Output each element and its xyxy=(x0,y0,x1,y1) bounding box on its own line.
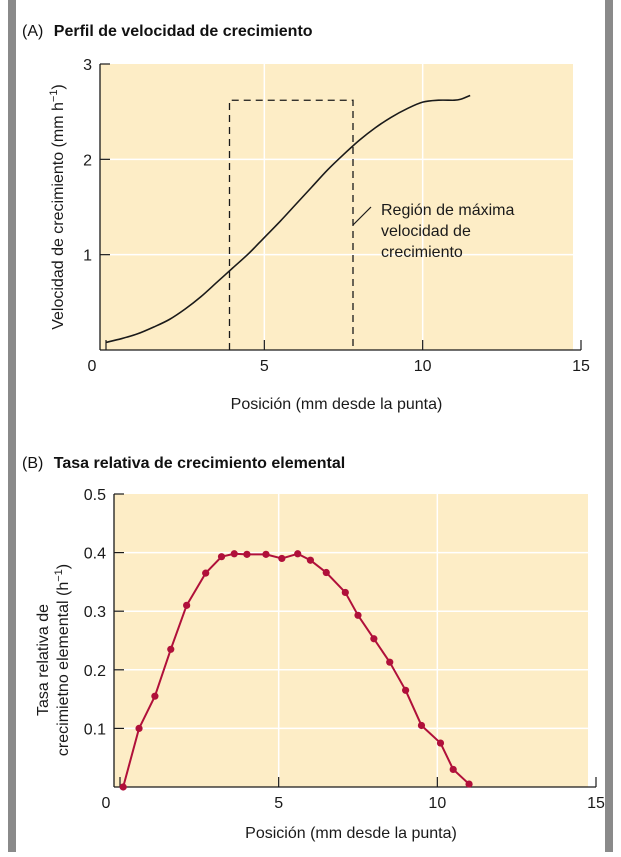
chart-canvas: (A) Perfil de velocidad de crecimiento 0… xyxy=(22,23,605,842)
panel-b-y-axis-label-close: ) xyxy=(55,564,72,569)
relative-growth-point-11 xyxy=(278,554,286,563)
relative-growth-point-5 xyxy=(183,601,191,609)
b-y-tick-label-0.1: 0.1 xyxy=(84,721,106,738)
panel-a-tick-labels: 0 5 10 15 1 2 3 xyxy=(83,57,590,375)
a-y-tick-label-3: 3 xyxy=(83,57,92,74)
max-growth-region-box xyxy=(228,99,354,350)
relative-growth-point-22 xyxy=(449,765,457,774)
panel-b-grid xyxy=(114,494,588,787)
relative-growth-point-17 xyxy=(370,635,378,643)
relative-growth-point-4 xyxy=(167,645,175,653)
relative-growth-point-15 xyxy=(341,588,349,597)
relative-growth-point-2 xyxy=(135,724,143,733)
relative-growth-point-9 xyxy=(243,550,251,558)
panel-a-y-axis-label: Velocidad de crecimiento (mm h−1) xyxy=(48,84,67,330)
relative-growth-point-14 xyxy=(322,568,330,577)
growth-velocity-line xyxy=(105,94,471,344)
annotation-line-1: Región de máxima xyxy=(381,202,515,219)
b-y-tick-label-0.4: 0.4 xyxy=(84,546,106,563)
panel-b-y-axis-label-line2-main: crecimietno elemental (h xyxy=(55,582,72,756)
panel-a-y-axis-label-main: Velocidad de crecimiento (mm h xyxy=(50,102,67,330)
b-y-tick-label-0.2: 0.2 xyxy=(84,663,106,680)
a-x-tick-label-15: 15 xyxy=(572,358,590,375)
panel-b-plot-area xyxy=(114,494,588,787)
relative-growth-point-19 xyxy=(402,686,410,694)
panel-a-y-axis-label-close: ) xyxy=(50,84,67,89)
relative-growth-point-7 xyxy=(217,553,226,561)
relative-growth-point-21 xyxy=(436,739,445,747)
relative-growth-point-18 xyxy=(386,658,394,666)
annotation-line-2: velocidad de xyxy=(381,223,471,240)
panel-a-title-text: Perfil de velocidad de crecimiento xyxy=(54,23,313,40)
panel-b-y-axis-label-sup: −1 xyxy=(53,569,65,582)
annotation-leader-line xyxy=(352,206,372,226)
b-x-tick-label-0: 0 xyxy=(102,795,111,812)
a-x-tick-label-10: 10 xyxy=(414,358,432,375)
b-x-tick-label-10: 10 xyxy=(428,795,446,812)
relative-growth-point-3 xyxy=(151,692,159,700)
relative-growth-point-10 xyxy=(262,550,270,558)
panel-b-y-axis-label-line2: crecimietno elemental (h−1) xyxy=(53,564,72,756)
b-x-tick-label-15: 15 xyxy=(587,795,605,812)
panel-a-letter: (A) xyxy=(22,23,43,40)
annotation-line-3: crecimiento xyxy=(381,244,463,261)
panel-a-title: (A) Perfil de velocidad de crecimiento xyxy=(22,23,313,40)
panel-b-title: (B) Tasa relativa de crecimiento element… xyxy=(22,455,345,472)
relative-growth-point-1 xyxy=(119,783,127,791)
panel-a-plot-area xyxy=(100,64,573,350)
panel-a-annotation: Región de máxima velocidad de crecimiento xyxy=(228,99,515,350)
b-y-tick-label-0.3: 0.3 xyxy=(84,604,106,621)
panel-a: (A) Perfil de velocidad de crecimiento 0… xyxy=(22,23,590,413)
panel-b-y-axis-label-line1: Tasa relativa de xyxy=(35,604,52,716)
panel-b-x-axis-label: Posición (mm desde la punta) xyxy=(245,825,457,842)
panel-b-axes xyxy=(113,493,597,788)
a-x-tick-label-0: 0 xyxy=(88,358,97,375)
b-y-tick-label-0.5: 0.5 xyxy=(84,487,106,504)
relative-growth-point-23 xyxy=(465,780,473,788)
relative-growth-point-16 xyxy=(354,611,362,619)
relative-growth-point-8 xyxy=(230,550,238,558)
panel-b-tick-labels: 0 5 10 15 0.1 0.2 0.3 0.4 0.5 xyxy=(84,487,605,812)
a-x-tick-label-5: 5 xyxy=(260,358,269,375)
panel-b: (B) Tasa relativa de crecimiento element… xyxy=(22,455,605,842)
panel-a-axes xyxy=(99,63,582,351)
panel-b-series xyxy=(119,550,473,791)
a-y-tick-label-1: 1 xyxy=(83,248,92,265)
panel-a-grid xyxy=(100,64,573,350)
panel-b-title-text: Tasa relativa de crecimiento elemental xyxy=(54,455,345,472)
panel-a-x-axis-label: Posición (mm desde la punta) xyxy=(231,396,443,413)
panel-a-series xyxy=(105,94,471,344)
relative-growth-point-20 xyxy=(417,721,426,730)
b-x-tick-label-5: 5 xyxy=(274,795,283,812)
right-frame-border xyxy=(605,0,613,852)
relative-growth-point-6 xyxy=(202,569,210,577)
panel-a-y-axis-label-sup: −1 xyxy=(48,90,60,103)
relative-growth-point-12 xyxy=(294,550,302,558)
panel-b-letter: (B) xyxy=(22,455,43,472)
figure: (A) Perfil de velocidad de crecimiento 0… xyxy=(8,0,613,852)
a-y-tick-label-2: 2 xyxy=(83,152,92,169)
relative-growth-point-13 xyxy=(306,556,314,564)
left-frame-border xyxy=(8,0,16,852)
